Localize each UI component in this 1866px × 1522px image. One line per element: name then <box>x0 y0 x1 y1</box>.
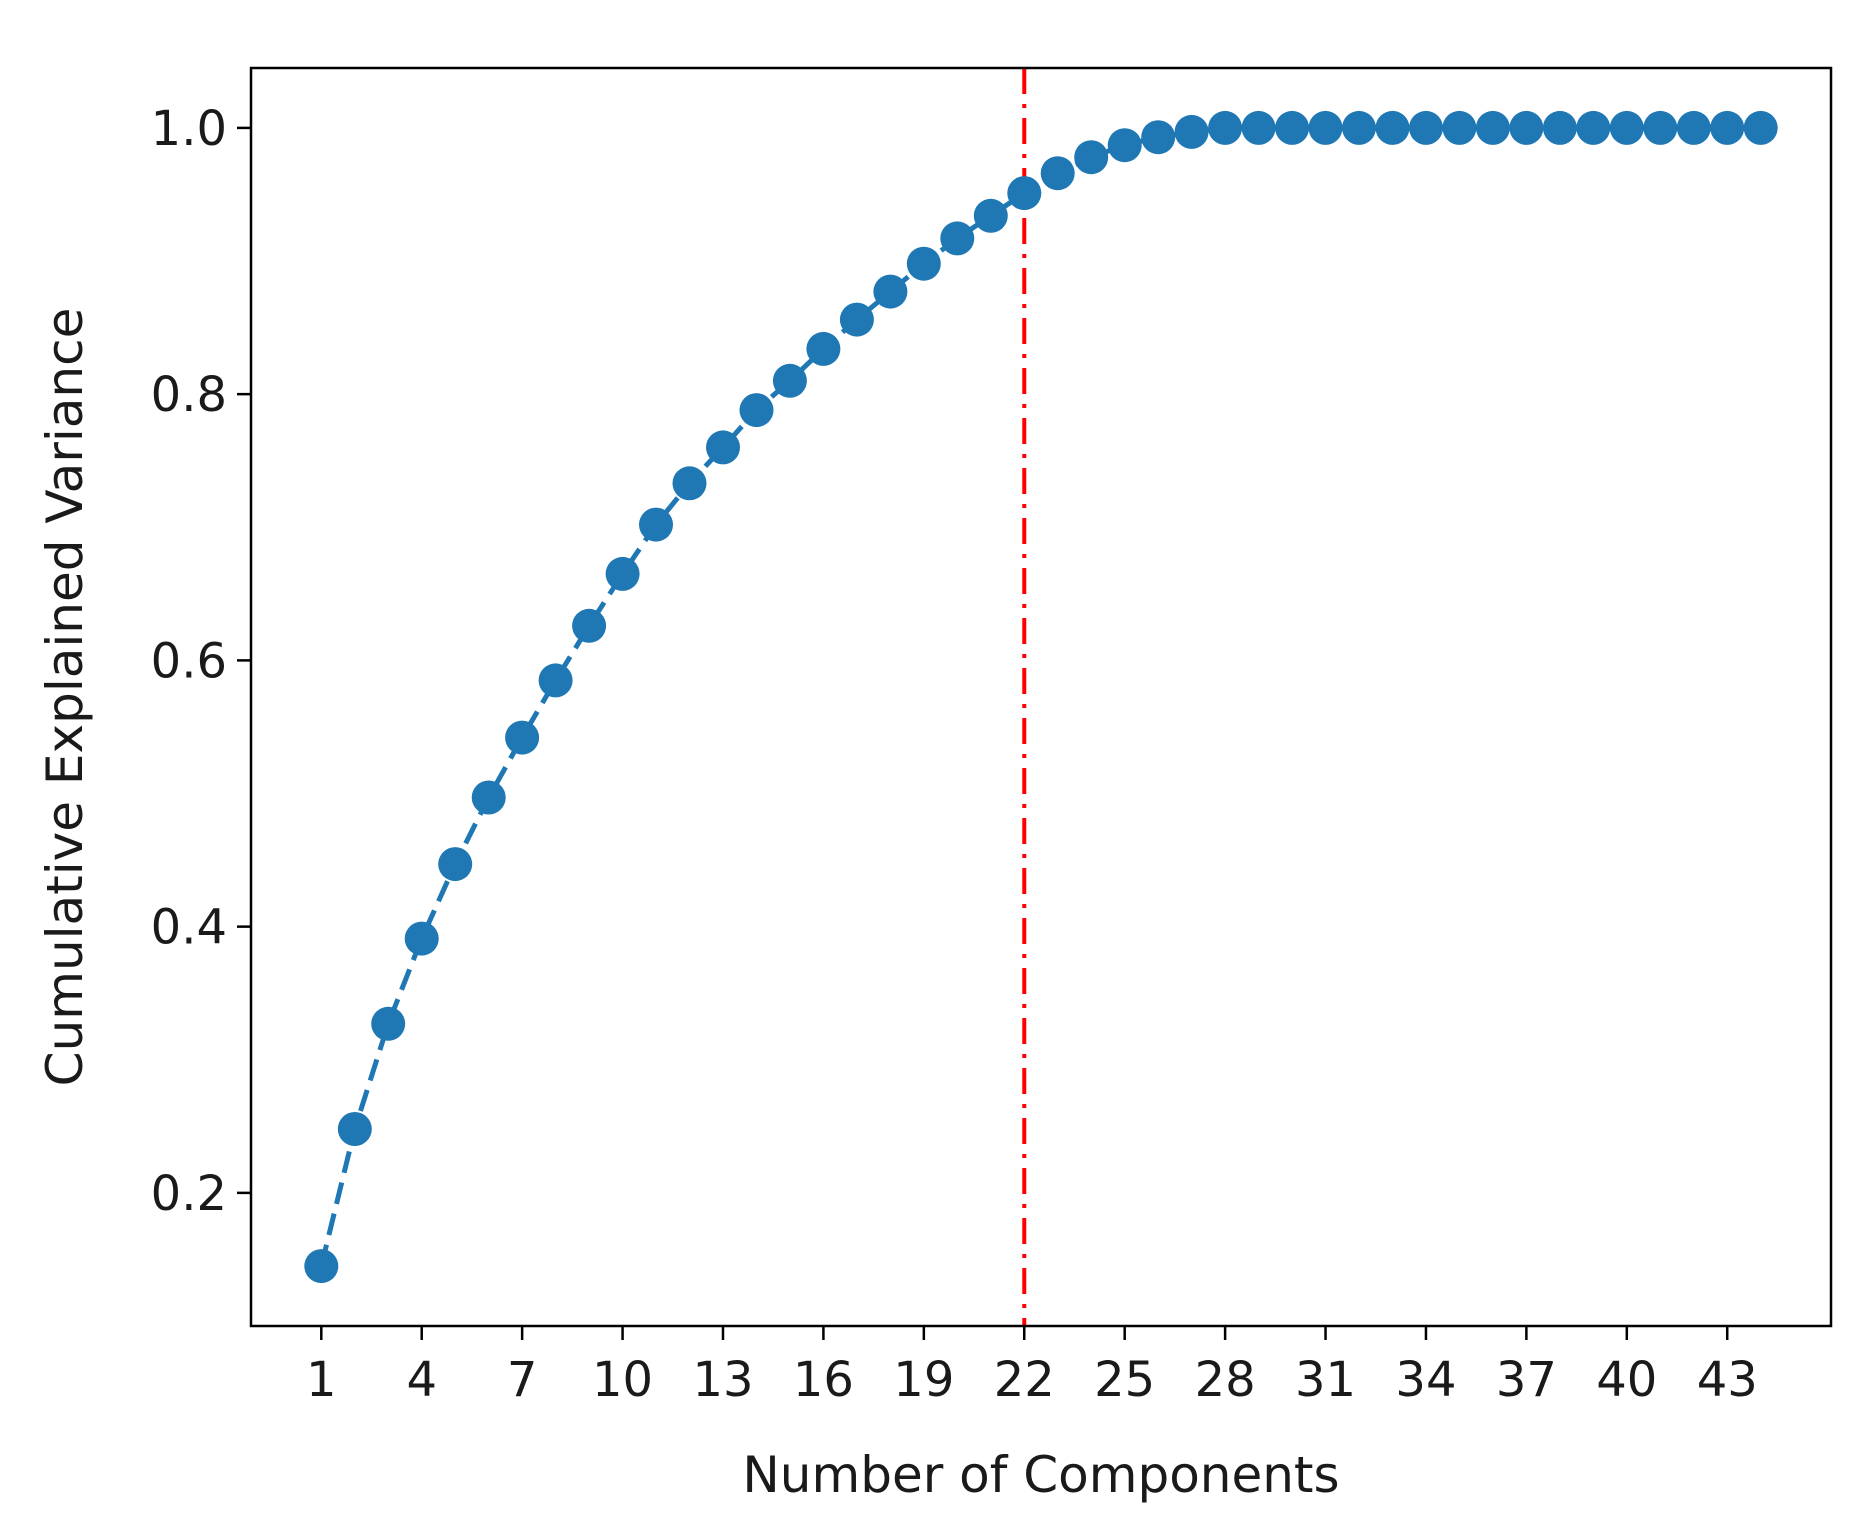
data-point <box>1342 110 1376 145</box>
data-point <box>1308 110 1343 145</box>
data-point <box>1743 110 1778 145</box>
x-tick-label: 16 <box>793 1352 854 1408</box>
data-point <box>839 302 874 337</box>
data-point <box>873 274 908 309</box>
data-point <box>1475 110 1510 145</box>
data-point <box>1040 156 1075 191</box>
x-tick-label: 37 <box>1496 1352 1557 1408</box>
data-point <box>1375 110 1410 145</box>
data-point <box>572 608 607 643</box>
data-point <box>605 556 640 591</box>
data-point <box>1409 110 1443 145</box>
data-point <box>404 921 439 956</box>
data-point <box>973 198 1008 233</box>
data-point <box>1174 114 1209 149</box>
x-tick-label: 19 <box>893 1352 954 1408</box>
x-tick-label: 22 <box>994 1352 1055 1408</box>
data-point <box>1609 110 1644 145</box>
data-point <box>471 780 506 815</box>
data-point <box>1542 110 1577 145</box>
series-layer <box>304 110 1778 1284</box>
series-line <box>318 125 1761 1267</box>
x-tick-label: 4 <box>406 1352 437 1408</box>
x-tick-label: 10 <box>592 1352 653 1408</box>
y-tick-label: 0.2 <box>151 1166 227 1222</box>
x-tick-label: 13 <box>692 1352 753 1408</box>
data-point <box>538 663 573 698</box>
data-point <box>1676 110 1711 145</box>
x-tick-label: 34 <box>1395 1352 1456 1408</box>
data-point <box>1643 110 1678 145</box>
x-tick-label: 7 <box>507 1352 538 1408</box>
data-point <box>505 720 540 755</box>
data-point <box>806 331 841 366</box>
data-point <box>1442 110 1477 145</box>
y-tick-label: 0.4 <box>151 900 227 956</box>
x-tick-label: 25 <box>1094 1352 1155 1408</box>
data-point <box>639 507 673 542</box>
data-point <box>1509 110 1544 145</box>
x-tick-label: 28 <box>1195 1352 1256 1408</box>
data-point <box>438 847 473 882</box>
data-point <box>304 1249 339 1284</box>
data-point <box>1576 110 1611 145</box>
data-point <box>739 393 774 428</box>
plot-frame <box>249 66 1833 1328</box>
data-point <box>772 363 807 398</box>
x-tick-label: 40 <box>1596 1352 1657 1408</box>
data-point <box>1710 110 1745 145</box>
data-point <box>337 1112 372 1146</box>
data-point <box>1074 140 1109 175</box>
x-axis-label: Number of Components <box>742 1446 1339 1504</box>
data-point <box>706 430 740 465</box>
data-point <box>1241 110 1276 145</box>
data-point <box>1141 120 1176 155</box>
y-tick-label: 1.0 <box>151 101 227 157</box>
data-point <box>672 466 707 501</box>
data-point <box>906 246 941 281</box>
ticks-layer: 1 4 7 10 13 16 19 22 25 28 31 34 37 40 43 0.2 0.4 0.6 0.8 1… <box>151 101 1758 1408</box>
data-point <box>1007 176 1042 211</box>
x-tick-label: 1 <box>306 1352 337 1408</box>
y-tick-label: 0.8 <box>151 367 227 423</box>
y-tick-label: 0.6 <box>151 633 227 689</box>
data-point <box>940 221 975 256</box>
data-point <box>1275 110 1310 145</box>
data-point <box>371 1006 406 1041</box>
y-axis-label: Cumulative Explained Variance <box>36 308 94 1087</box>
x-tick-label: 43 <box>1697 1352 1758 1408</box>
data-point <box>1107 128 1142 163</box>
x-tick-label: 31 <box>1295 1352 1356 1408</box>
data-point <box>1208 110 1243 145</box>
